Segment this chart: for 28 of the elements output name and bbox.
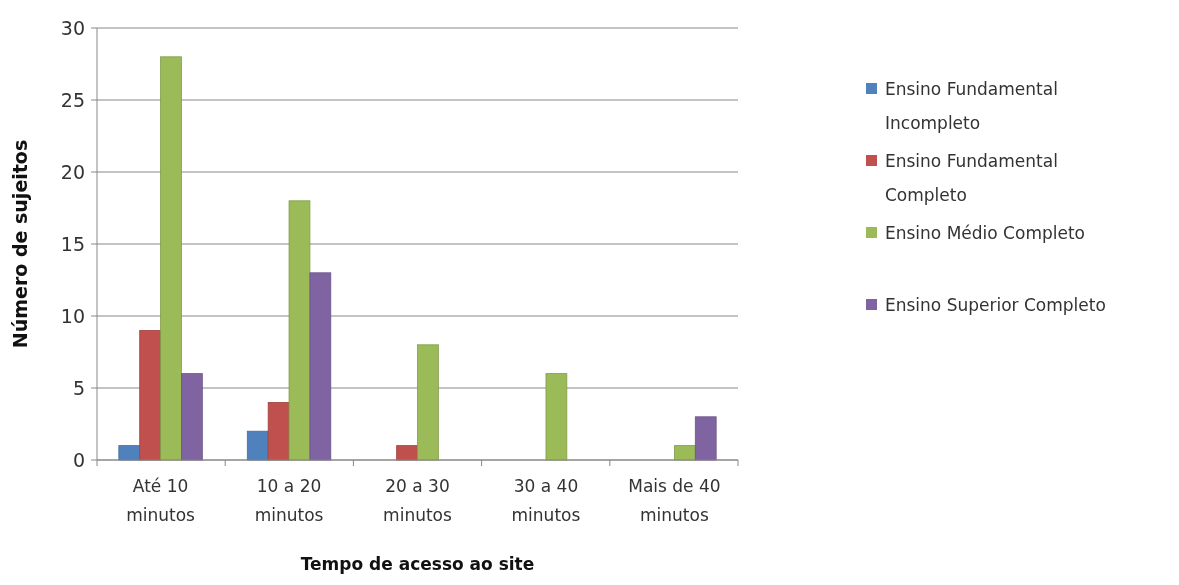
legend-label: Ensino Superior Completo	[885, 295, 1106, 315]
y-tick-label: 30	[60, 16, 85, 39]
bar	[309, 272, 332, 461]
y-tick-label: 5	[72, 376, 85, 399]
bar	[694, 416, 717, 461]
y-tick-label: 20	[60, 160, 85, 183]
bar	[417, 344, 439, 461]
bar	[139, 330, 161, 461]
bar	[246, 430, 269, 461]
y-tick-label: 10	[60, 304, 85, 327]
x-tick-label: 10 a 20 minutos	[254, 476, 324, 525]
legend-label: Ensino Médio Completo	[885, 223, 1085, 243]
y-tick-label: 25	[60, 88, 85, 111]
legend-label: Ensino Fundamental Completo	[885, 151, 1058, 205]
bar	[267, 402, 290, 461]
x-tick-label: 20 a 30 minutos	[383, 476, 453, 525]
legend-label: Ensino Fundamental Incompleto	[885, 79, 1058, 133]
x-tick-label: Até 10 minutos	[126, 476, 196, 525]
y-tick-label: 0	[72, 448, 85, 471]
y-axis-title: Número de sujeitos	[9, 139, 31, 349]
y-tick-label: 15	[60, 232, 85, 255]
x-axis-title: Tempo de acesso ao site	[300, 554, 535, 574]
bar	[545, 373, 568, 461]
bar	[181, 373, 203, 461]
x-tick-label: Mais de 40 minutos	[628, 476, 721, 525]
bar	[288, 200, 311, 461]
x-tick-label: 30 a 40 minutos	[511, 476, 581, 525]
bar	[160, 56, 182, 461]
